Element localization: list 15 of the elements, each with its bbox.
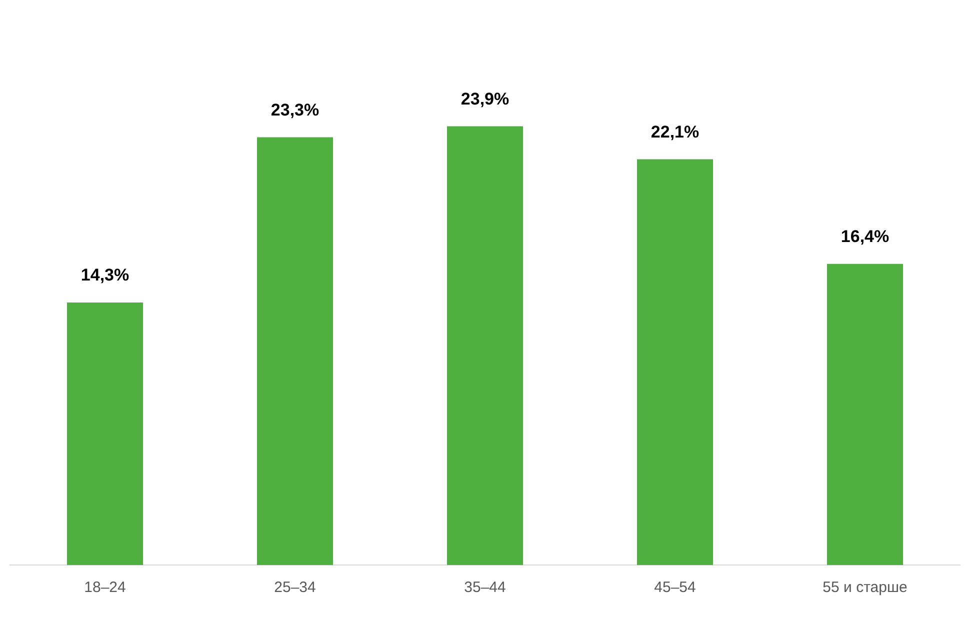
data-label: 16,4%	[840, 227, 890, 246]
bar	[827, 264, 903, 565]
x-tick-label: 55 и старше	[822, 579, 908, 596]
bar	[67, 302, 143, 565]
data-label: 22,1%	[650, 122, 700, 142]
data-label: 23,3%	[270, 100, 320, 120]
data-label: 23,9%	[460, 89, 510, 108]
bar	[257, 137, 333, 565]
bar	[447, 126, 523, 565]
data-label: 14,3%	[80, 266, 130, 285]
x-tick-label: 45–54	[654, 579, 696, 596]
bar	[637, 159, 713, 565]
x-tick-label: 35–44	[464, 579, 506, 596]
x-tick-label: 18–24	[84, 579, 126, 596]
x-tick-label: 25–34	[274, 579, 316, 596]
